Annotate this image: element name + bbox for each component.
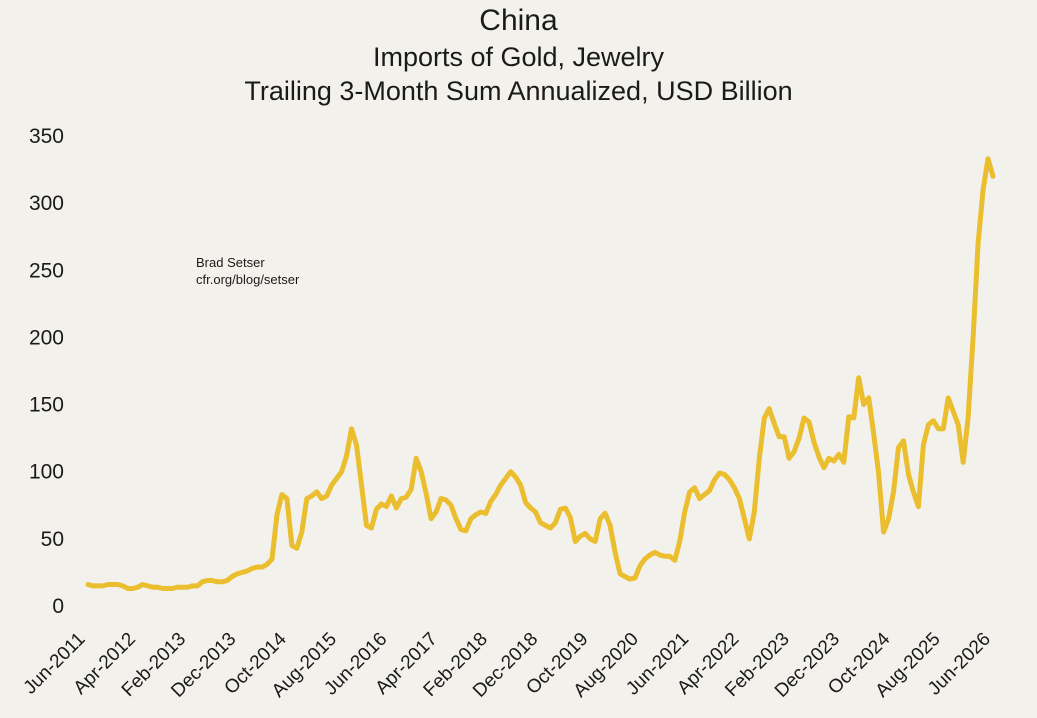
credit-author: Brad Setser [196, 255, 265, 270]
y-tick-label: 250 [29, 259, 64, 282]
y-tick-label: 350 [29, 125, 64, 148]
x-axis: Jun-2011Apr-2012Feb-2013Dec-2013Oct-2014… [20, 628, 995, 701]
plot-area [85, 156, 996, 591]
chart-title: China [479, 4, 558, 37]
credit-annotation: Brad Setser cfr.org/blog/setser [196, 254, 299, 288]
y-tick-label: 0 [52, 595, 64, 618]
y-tick-label: 200 [29, 326, 64, 349]
credit-url: cfr.org/blog/setser [196, 272, 300, 287]
series-line [85, 156, 996, 591]
y-tick-label: 100 [29, 461, 64, 484]
chart-subtitle-1: Imports of Gold, Jewelry [372, 42, 665, 72]
y-tick-label: 300 [29, 192, 64, 215]
y-axis: 0 50 100 150 200 250 300 350 [29, 125, 64, 618]
chart-subtitle-2: Trailing 3-Month Sum Annualized, USD Bil… [244, 76, 793, 106]
chart-titles: China Imports of Gold, Jewelry Trailing … [0, 0, 1037, 108]
y-tick-label: 50 [41, 528, 64, 551]
y-tick-label: 150 [29, 394, 64, 417]
